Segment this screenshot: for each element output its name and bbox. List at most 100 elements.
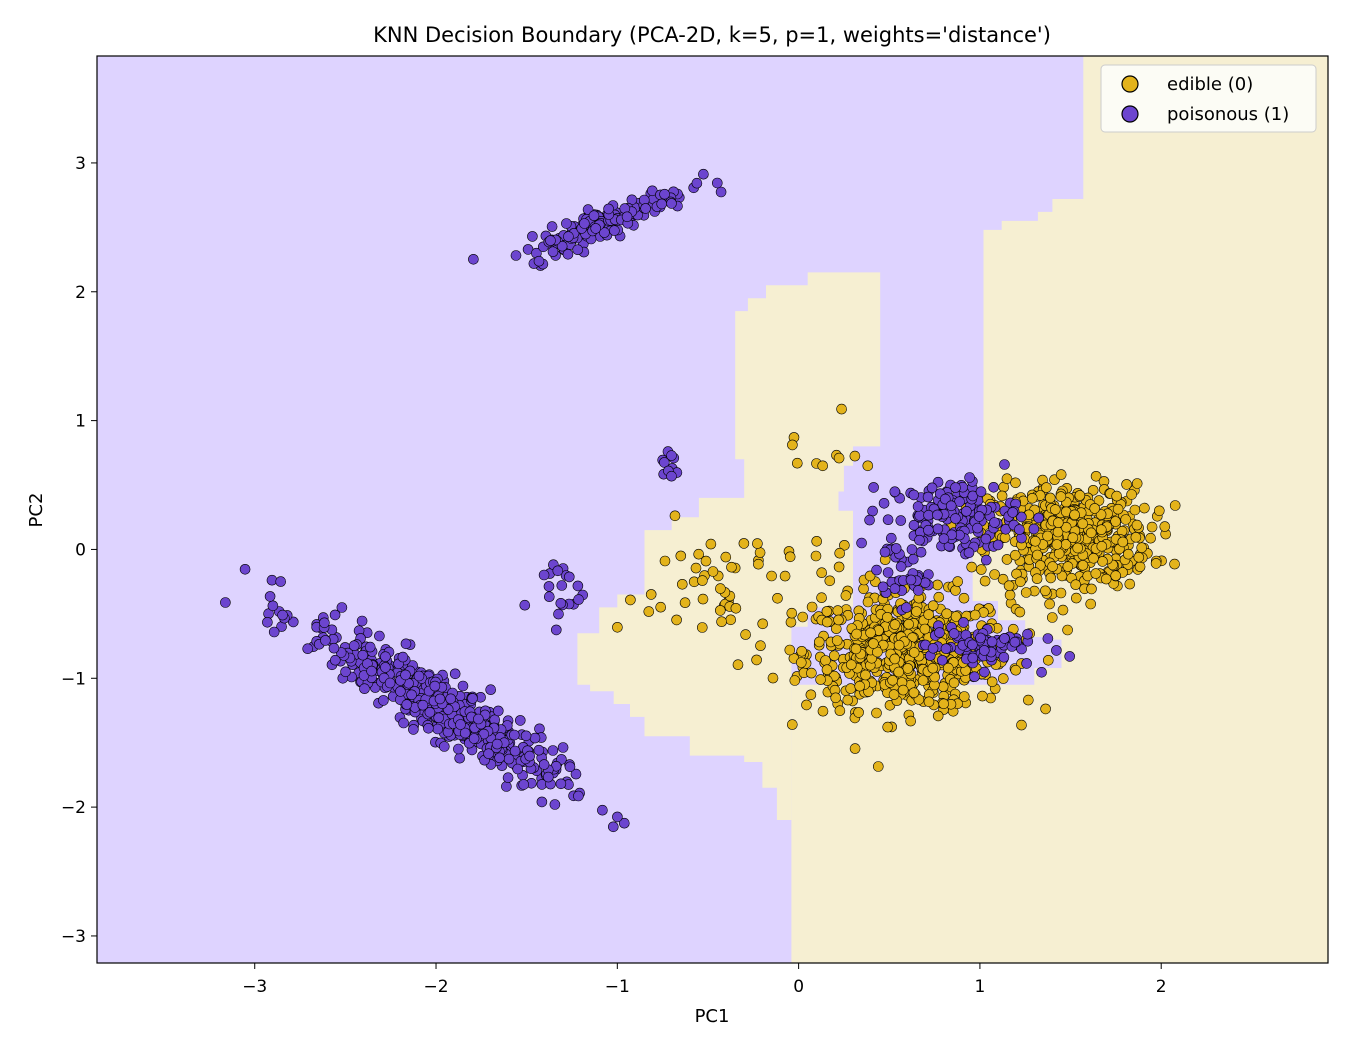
edible-point [1071, 592, 1082, 604]
edible-point [854, 680, 866, 692]
poisonous-point [988, 481, 999, 493]
edible-point [969, 609, 981, 621]
x-tick-label: 2 [1156, 977, 1167, 997]
edible-point [903, 618, 915, 630]
legend-marker-poisonous [1121, 105, 1139, 123]
poisonous-point [561, 218, 572, 229]
poisonous-point [963, 547, 975, 559]
edible-point [1009, 549, 1021, 561]
edible-point [1124, 578, 1136, 590]
edible-point [850, 643, 862, 655]
edible-point [902, 663, 914, 674]
poisonous-point [871, 564, 882, 576]
edible-point [1090, 470, 1102, 482]
edible-point [705, 538, 717, 550]
poisonous-point [906, 544, 918, 555]
edible-point [858, 583, 869, 595]
edible-point [1014, 606, 1026, 618]
poisonous-point [401, 699, 413, 710]
poisonous-point [901, 602, 912, 613]
poisonous-point [711, 177, 723, 189]
poisonous-point [491, 738, 503, 750]
edible-point [1150, 558, 1162, 569]
poisonous-point [453, 743, 464, 755]
edible-point [834, 547, 846, 559]
edible-point [958, 592, 970, 604]
poisonous-point [1016, 643, 1027, 655]
poisonous-point [503, 753, 515, 765]
poisonous-point [868, 482, 879, 493]
poisonous-point [961, 505, 972, 517]
poisonous-point [400, 638, 412, 650]
poisonous-point [932, 523, 944, 535]
edible-point [675, 550, 687, 562]
poisonous-point [397, 651, 409, 663]
poisonous-point [514, 715, 526, 726]
poisonous-point [618, 817, 630, 829]
edible-point [755, 640, 766, 652]
edible-point [830, 692, 842, 704]
edible-point [1057, 604, 1069, 616]
edible-point [821, 664, 833, 676]
edible-point [1097, 556, 1108, 567]
poisonous-point [542, 771, 554, 783]
edible-point [696, 622, 708, 633]
edible-point [707, 566, 719, 577]
edible-point [816, 567, 828, 579]
edible-point [806, 601, 818, 613]
poisonous-point [533, 744, 545, 756]
edible-point [893, 666, 905, 678]
poisonous-point [597, 804, 608, 816]
x-axis-ticks: −3 −2 −1 0 1 2 [242, 963, 1167, 997]
poisonous-point [320, 635, 331, 646]
edible-point [821, 606, 833, 617]
poisonous-point [579, 218, 590, 229]
poisonous-point [512, 763, 524, 775]
edible-point [832, 605, 844, 616]
poisonous-point [434, 693, 446, 705]
edible-point [938, 698, 950, 710]
poisonous-point [1009, 636, 1021, 648]
edible-point [786, 719, 798, 730]
poisonous-point [527, 231, 538, 242]
edible-point [714, 605, 726, 616]
poisonous-point [573, 790, 584, 802]
poisonous-point [590, 223, 602, 234]
edible-point [1120, 514, 1131, 525]
poisonous-point [302, 643, 314, 655]
edible-point [836, 403, 847, 415]
poisonous-point [557, 742, 569, 753]
edible-point [751, 654, 762, 666]
poisonous-point [912, 585, 924, 596]
poisonous-point [969, 671, 980, 683]
poisonous-point [562, 249, 574, 260]
edible-point [942, 662, 954, 674]
poisonous-point [621, 211, 633, 223]
edible-point [932, 579, 943, 591]
poisonous-point [998, 651, 1010, 663]
poisonous-point [895, 515, 907, 526]
scatter-points [220, 168, 1181, 833]
edible-point [740, 629, 751, 640]
edible-point [840, 590, 852, 601]
edible-point [1169, 500, 1181, 511]
poisonous-point [459, 727, 471, 739]
edible-point [806, 667, 817, 679]
edible-point [881, 611, 893, 623]
poisonous-point [1064, 651, 1075, 662]
legend-box [1100, 64, 1317, 133]
poisonous-point [979, 666, 990, 678]
edible-point [1062, 561, 1074, 572]
poisonous-point [950, 513, 961, 524]
poisonous-point [413, 670, 425, 682]
poisonous-point [978, 645, 990, 656]
edible-point [849, 743, 861, 754]
poisonous-point [938, 533, 950, 545]
poisonous-point [715, 186, 727, 198]
y-tick-label: 3 [75, 154, 86, 174]
edible-point [766, 570, 777, 582]
edible-point [1159, 521, 1171, 532]
edible-point [979, 575, 991, 587]
poisonous-point [864, 514, 875, 526]
poisonous-point [923, 509, 934, 521]
